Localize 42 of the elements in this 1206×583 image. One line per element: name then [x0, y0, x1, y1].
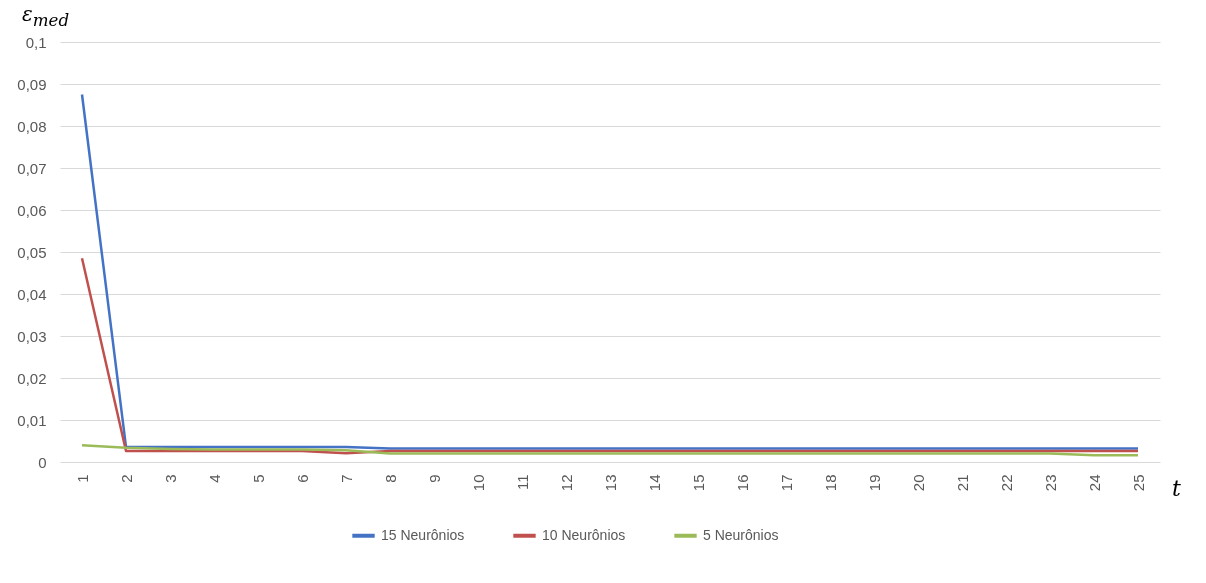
x-tick-label: 10	[469, 474, 487, 492]
x-tick-label: 2	[117, 474, 135, 483]
y-tick-label: 0,03	[17, 327, 47, 345]
x-tick-label: 23	[1041, 474, 1059, 492]
legend-label: 5 Neurônios	[703, 526, 779, 543]
y-tick-label: 0,05	[17, 243, 47, 261]
y-tick-label: 0,02	[17, 369, 47, 387]
y-tick-label: 0,06	[17, 201, 47, 219]
x-tick-label: 6	[293, 474, 311, 483]
y-axis-title: ε$_{med}$	[22, 2, 70, 30]
x-tick-label: 1	[73, 474, 91, 483]
x-tick-label: 21	[953, 474, 971, 492]
x-tick-label: 22	[997, 474, 1015, 492]
x-tick-label: 20	[909, 474, 927, 492]
x-tick-label: 7	[337, 474, 355, 483]
y-tick-label: 0,09	[17, 75, 47, 93]
x-tick-label: 8	[381, 474, 399, 483]
x-tick-label: 12	[557, 474, 575, 492]
x-tick-label: 17	[777, 474, 795, 492]
line-series	[80, 443, 1140, 457]
y-tick-label: 0,01	[17, 411, 47, 429]
x-tick-label: 25	[1129, 474, 1147, 492]
y-tick-label: 0,08	[17, 117, 47, 135]
x-axis-title: t	[1172, 476, 1181, 501]
x-tick-label: 19	[865, 474, 883, 492]
x-tick-label: 3	[161, 474, 179, 483]
x-tick-label: 15	[689, 474, 707, 492]
x-tick-label: 14	[645, 474, 663, 492]
legend-label: 15 Neurônios	[381, 526, 465, 543]
x-tick-label: 24	[1085, 474, 1103, 492]
y-tick-label: 0	[38, 453, 47, 471]
x-tick-label: 4	[205, 474, 223, 483]
y-tick-label: 0,1	[25, 33, 47, 51]
x-tick-label: 16	[733, 474, 751, 492]
x-tick-label: 9	[425, 474, 443, 483]
x-tick-label: 5	[249, 474, 267, 483]
legend-label: 10 Neurônios	[542, 526, 626, 543]
x-tick-label: 18	[821, 474, 839, 492]
y-tick-label: 0,04	[17, 285, 47, 303]
x-tick-label: 13	[601, 474, 619, 492]
x-tick-label: 11	[513, 474, 531, 491]
y-tick-label: 0,07	[17, 159, 47, 177]
